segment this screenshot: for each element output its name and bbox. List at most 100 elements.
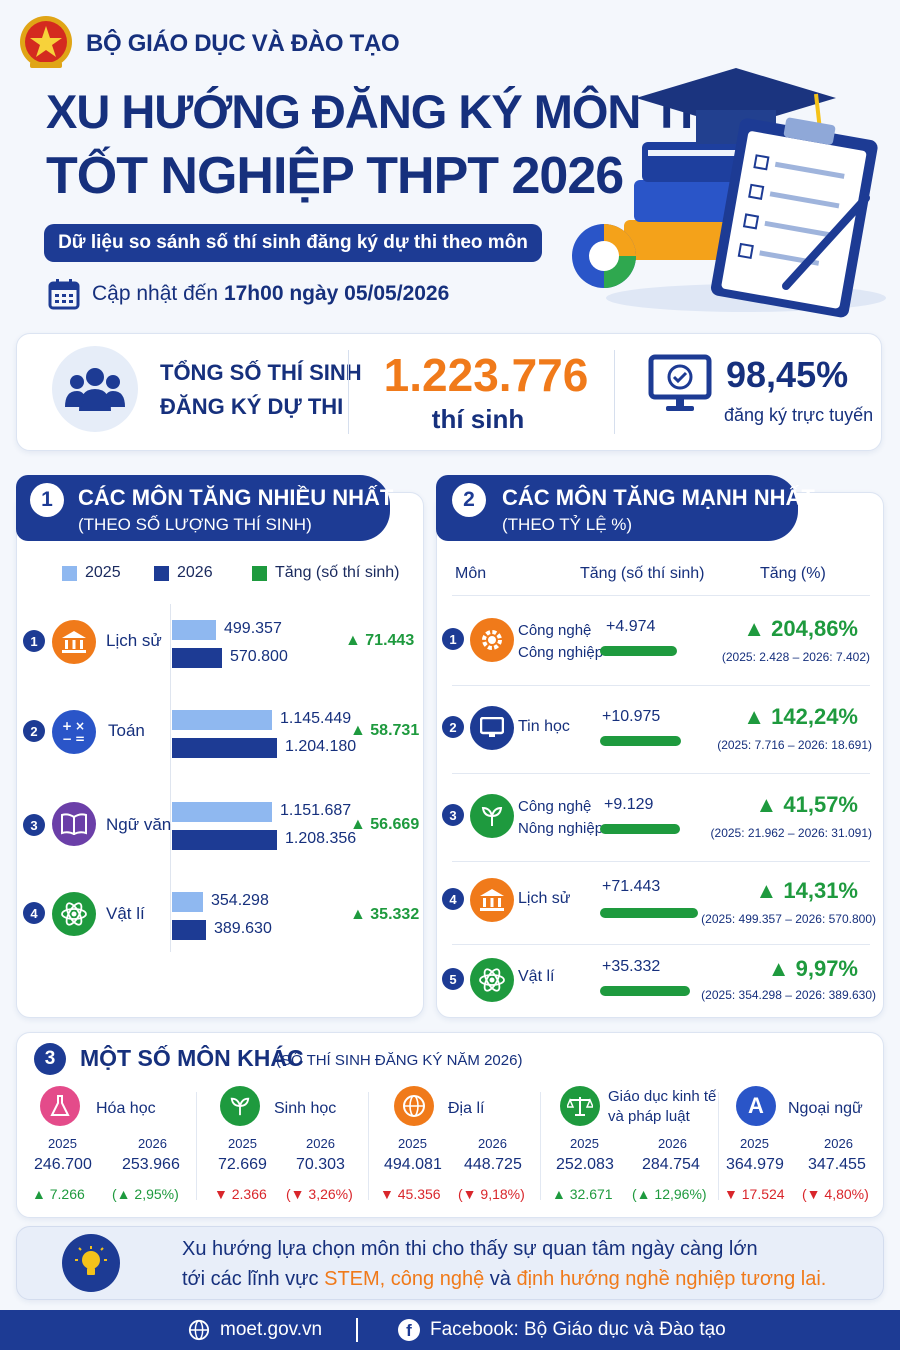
bar-2026-label: 570.800	[230, 648, 288, 665]
detail-label: (2025: 21.962 – 2026: 31.091)	[710, 826, 872, 840]
facebook-link[interactable]: Facebook: Bộ Giáo dục và Đào tạo	[430, 1319, 726, 1340]
museum-icon	[52, 620, 96, 664]
change-label: ▲ 7.266	[32, 1186, 85, 1202]
section2-subtitle: (THEO TỶ LỆ %)	[502, 515, 633, 534]
legend-2025: 2025	[62, 564, 121, 582]
value-2026: 284.754	[642, 1156, 700, 1173]
chart-axis-line	[170, 604, 171, 952]
section3-subtitle: (SỐ THÍ SINH ĐĂNG KÝ NĂM 2026)	[276, 1052, 523, 1069]
flask-icon	[40, 1086, 80, 1126]
divider	[452, 685, 870, 686]
divider	[348, 350, 349, 434]
value-2025: 72.669	[218, 1156, 267, 1173]
value-2025: 364.979	[726, 1156, 784, 1173]
facebook-icon: f	[398, 1319, 420, 1341]
total-label-line2: ĐĂNG KÝ DỰ THI	[160, 394, 344, 419]
rank-badge: 1	[23, 630, 45, 652]
org-name: BỘ GIÁO DỤC VÀ ĐÀO TẠO	[86, 30, 400, 57]
bar-row: 3 Ngữ văn 1.151.687 1.208.356 ▲ 56.669	[0, 794, 424, 860]
bar-2026	[172, 830, 277, 850]
gear-icon	[470, 618, 514, 662]
growth-row: 2 Tin học +10.975 ▲ 142,24% (2025: 7.716…	[436, 694, 884, 768]
bar-2026-label: 1.208.356	[285, 830, 357, 847]
rank-badge: 1	[442, 628, 464, 650]
update-time: 17h00 ngày 05/05/2026	[223, 282, 450, 305]
rank-badge: 2	[442, 716, 464, 738]
bar-2026	[172, 920, 206, 940]
divider	[356, 1318, 358, 1342]
total-value: 1.223.776	[383, 349, 589, 401]
section2-header	[436, 475, 798, 541]
year-2025-label: 2025	[740, 1136, 769, 1151]
rank-badge: 4	[442, 888, 464, 910]
subject-line2: Nông nghiệp	[518, 820, 604, 837]
legend-label-increase: Tăng (số thí sinh)	[275, 564, 400, 581]
divider	[718, 1092, 719, 1200]
rank-badge: 5	[442, 968, 464, 990]
year-2025-label: 2025	[570, 1136, 599, 1151]
detail-label: (2025: 7.716 – 2026: 18.691)	[717, 738, 872, 752]
people-icon	[52, 346, 138, 432]
year-2026-label: 2026	[824, 1136, 853, 1151]
other-subject: Địa lí 2025 2026 494.081 448.725 ▼ 45.35…	[374, 1084, 542, 1210]
update-prefix: Cập nhật đến	[92, 282, 219, 305]
percent-label: (▼ 3,26%)	[286, 1186, 353, 1202]
bar-row: 1 Lịch sử 499.357 570.800 ▲ 71.443	[0, 612, 424, 678]
value-2026: 253.966	[122, 1156, 180, 1173]
letter-a-icon: A	[736, 1086, 776, 1126]
growth-row: 4 Lịch sử +71.443 ▲ 14,31% (2025: 499.35…	[436, 868, 884, 942]
increase-bar	[600, 824, 680, 834]
divider	[540, 1092, 541, 1200]
section2-card	[436, 492, 884, 1018]
divider	[452, 944, 870, 945]
value-2026: 347.455	[808, 1156, 866, 1173]
divider	[614, 350, 615, 434]
col-header-percent: Tăng (%)	[760, 565, 826, 582]
computer-check-icon	[648, 354, 712, 419]
total-label-line1: TỔNG SỐ THÍ SINH	[160, 360, 362, 385]
percent-label: ▲ 142,24%	[743, 704, 858, 729]
bar-2025	[172, 710, 272, 730]
year-2026-label: 2026	[138, 1136, 167, 1151]
conclusion-banner	[16, 1226, 884, 1300]
legend-label-2025: 2025	[85, 564, 121, 581]
bar-2025	[172, 620, 216, 640]
subject-line1: Ngoại ngữ	[788, 1100, 863, 1117]
value-2026: 70.303	[296, 1156, 345, 1173]
subject-line1: Sinh học	[274, 1100, 337, 1117]
svg-text:=: =	[75, 732, 85, 745]
conclusion-text: tới các lĩnh vực	[182, 1268, 319, 1290]
growth-row: 5 Vật lí +35.332 ▲ 9,97% (2025: 354.298 …	[436, 948, 884, 1014]
increase-label: +10.975	[602, 708, 661, 725]
other-subject: Sinh học 2025 2026 72.669 70.303 ▼ 2.366…	[202, 1084, 370, 1210]
percent-label: (▼ 9,18%)	[458, 1186, 525, 1202]
bar-2026-label: 1.204.180	[285, 738, 357, 755]
atom-icon	[52, 892, 96, 936]
year-2025-label: 2025	[228, 1136, 257, 1151]
summary-card	[16, 333, 882, 451]
subtitle-text: Dữ liệu so sánh số thí sinh đăng ký dự t…	[58, 232, 528, 253]
change-label: ▼ 2.366	[214, 1186, 267, 1202]
value-2025: 246.700	[34, 1156, 92, 1173]
change-label: ▼ 45.356	[380, 1186, 441, 1202]
subject-line1: Hóa học	[96, 1100, 156, 1117]
conclusion-text: và	[489, 1268, 511, 1290]
detail-label: (2025: 499.357 – 2026: 570.800)	[701, 912, 876, 926]
calendar-icon	[48, 278, 80, 315]
category-label: Vật lí	[106, 904, 145, 923]
percent-label: ▲ 9,97%	[767, 956, 858, 981]
atom-icon	[470, 958, 514, 1002]
bar-2026-label: 389.630	[214, 920, 272, 937]
divider	[452, 773, 870, 774]
legend-label-2026: 2026	[177, 564, 213, 581]
website-link[interactable]: moet.gov.vn	[220, 1319, 323, 1340]
increase-label: +35.332	[602, 958, 661, 975]
section1-title: CÁC MÔN TĂNG NHIỀU NHẤT	[78, 485, 394, 510]
section3-title: MỘT SỐ MÔN KHÁC	[80, 1045, 304, 1071]
bar-row: 2 + × − = Toán 1.145.449 1.204.180 ▲ 58.731	[0, 702, 424, 768]
year-2025-label: 2025	[398, 1136, 427, 1151]
col-header-increase: Tăng (số thí sinh)	[580, 565, 705, 582]
section3-number: 3	[34, 1043, 66, 1075]
bar-row: 4 Vật lí 354.298 389.630 ▲ 35.332	[0, 884, 424, 950]
year-2025-label: 2025	[48, 1136, 77, 1151]
